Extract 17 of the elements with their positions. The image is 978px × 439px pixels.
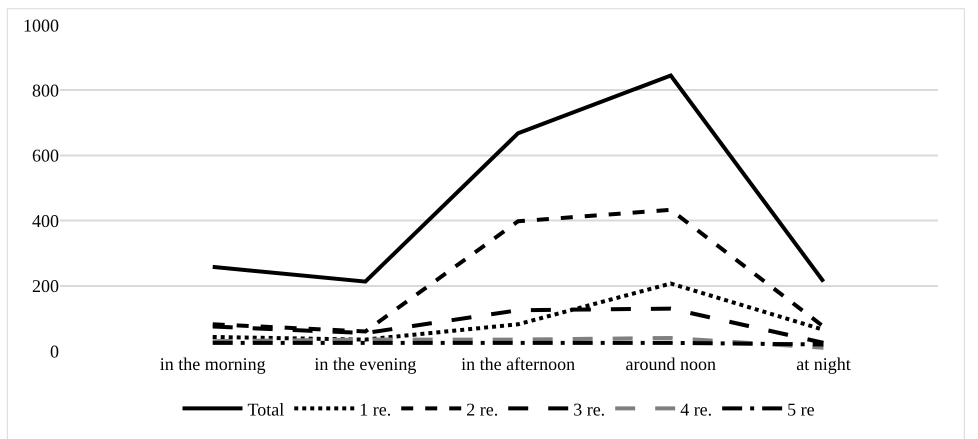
legend-label: 3 re.	[573, 399, 606, 420]
legend-label: 5 re	[787, 399, 815, 420]
y-tick-label: 400	[32, 210, 59, 231]
y-tick-label: 0	[50, 341, 59, 362]
y-tick-label: 800	[32, 80, 59, 100]
legend-label: 2 re.	[466, 399, 498, 420]
legend-label: 1 re.	[359, 399, 392, 420]
y-tick-label: 600	[32, 146, 59, 166]
x-tick-label: in the afternoon	[461, 354, 576, 374]
x-tick-label: around noon	[626, 354, 716, 374]
x-tick-label: in the morning	[160, 354, 266, 374]
x-tick-label: at night	[796, 354, 851, 374]
legend-label: 4 re.	[680, 399, 712, 420]
legend-label: Total	[248, 399, 284, 420]
x-tick-label: in the evening	[314, 354, 416, 374]
y-tick-label: 1000	[23, 15, 59, 36]
y-tick-label: 200	[32, 276, 59, 296]
